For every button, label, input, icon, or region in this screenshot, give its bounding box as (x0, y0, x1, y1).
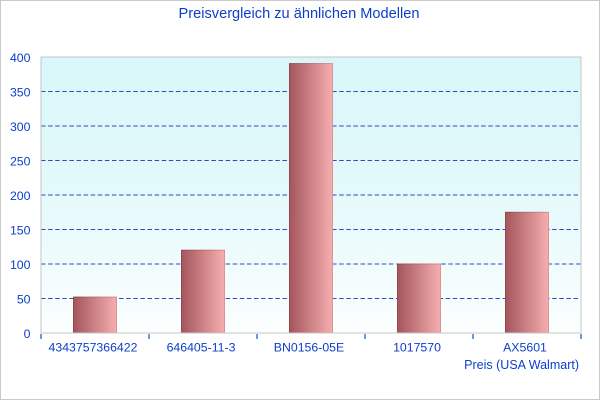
svg-text:4343757366422: 4343757366422 (49, 340, 138, 354)
svg-text:0: 0 (24, 327, 31, 341)
svg-text:400: 400 (10, 51, 31, 65)
svg-text:300: 300 (10, 120, 31, 134)
svg-text:Preis (USA Walmart): Preis (USA Walmart) (464, 358, 579, 372)
svg-text:BN0156-05E: BN0156-05E (274, 340, 344, 354)
svg-text:150: 150 (10, 223, 31, 237)
svg-text:Preisvergleich zu ähnlichen Mo: Preisvergleich zu ähnlichen Modellen (179, 6, 420, 22)
svg-text:350: 350 (10, 85, 31, 99)
svg-text:100: 100 (10, 258, 31, 272)
svg-text:1017570: 1017570 (393, 340, 441, 354)
svg-text:250: 250 (10, 154, 31, 168)
svg-text:646405-11-3: 646405-11-3 (167, 340, 236, 354)
svg-text:50: 50 (17, 292, 31, 306)
svg-text:AX5601: AX5601 (503, 340, 547, 354)
svg-text:200: 200 (10, 189, 31, 203)
